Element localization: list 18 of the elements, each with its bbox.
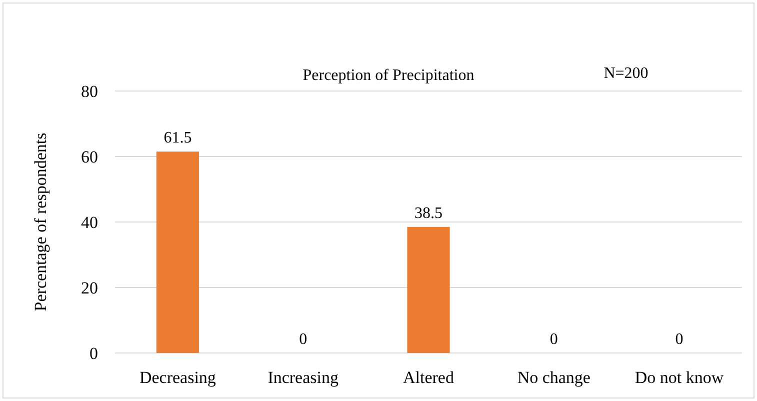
y-axis-title: Percentage of respondents <box>31 132 50 312</box>
text: N=200 <box>604 65 648 82</box>
y-tick-label: 20 <box>81 278 98 298</box>
y-tick-label: 40 <box>81 213 98 232</box>
chart-title: Perception of Precipitation <box>302 67 474 84</box>
y-tick-label: 0 <box>90 344 98 363</box>
x-tick-label: Altered <box>403 368 454 387</box>
data-label: 61.5 <box>164 130 192 147</box>
data-label: 0 <box>550 331 558 348</box>
data-label: 0 <box>299 331 308 348</box>
x-tick-label: No change <box>517 368 590 387</box>
y-tick-label: 60 <box>81 148 98 166</box>
y-tick-label: 80 <box>81 82 98 101</box>
data-label: 38.5 <box>414 204 442 222</box>
x-tick-label: Do not know <box>634 368 724 387</box>
x-tick-label: Increasing <box>268 368 339 387</box>
data-label: 0 <box>675 331 684 348</box>
x-tick-label: Decreasing <box>139 368 216 387</box>
